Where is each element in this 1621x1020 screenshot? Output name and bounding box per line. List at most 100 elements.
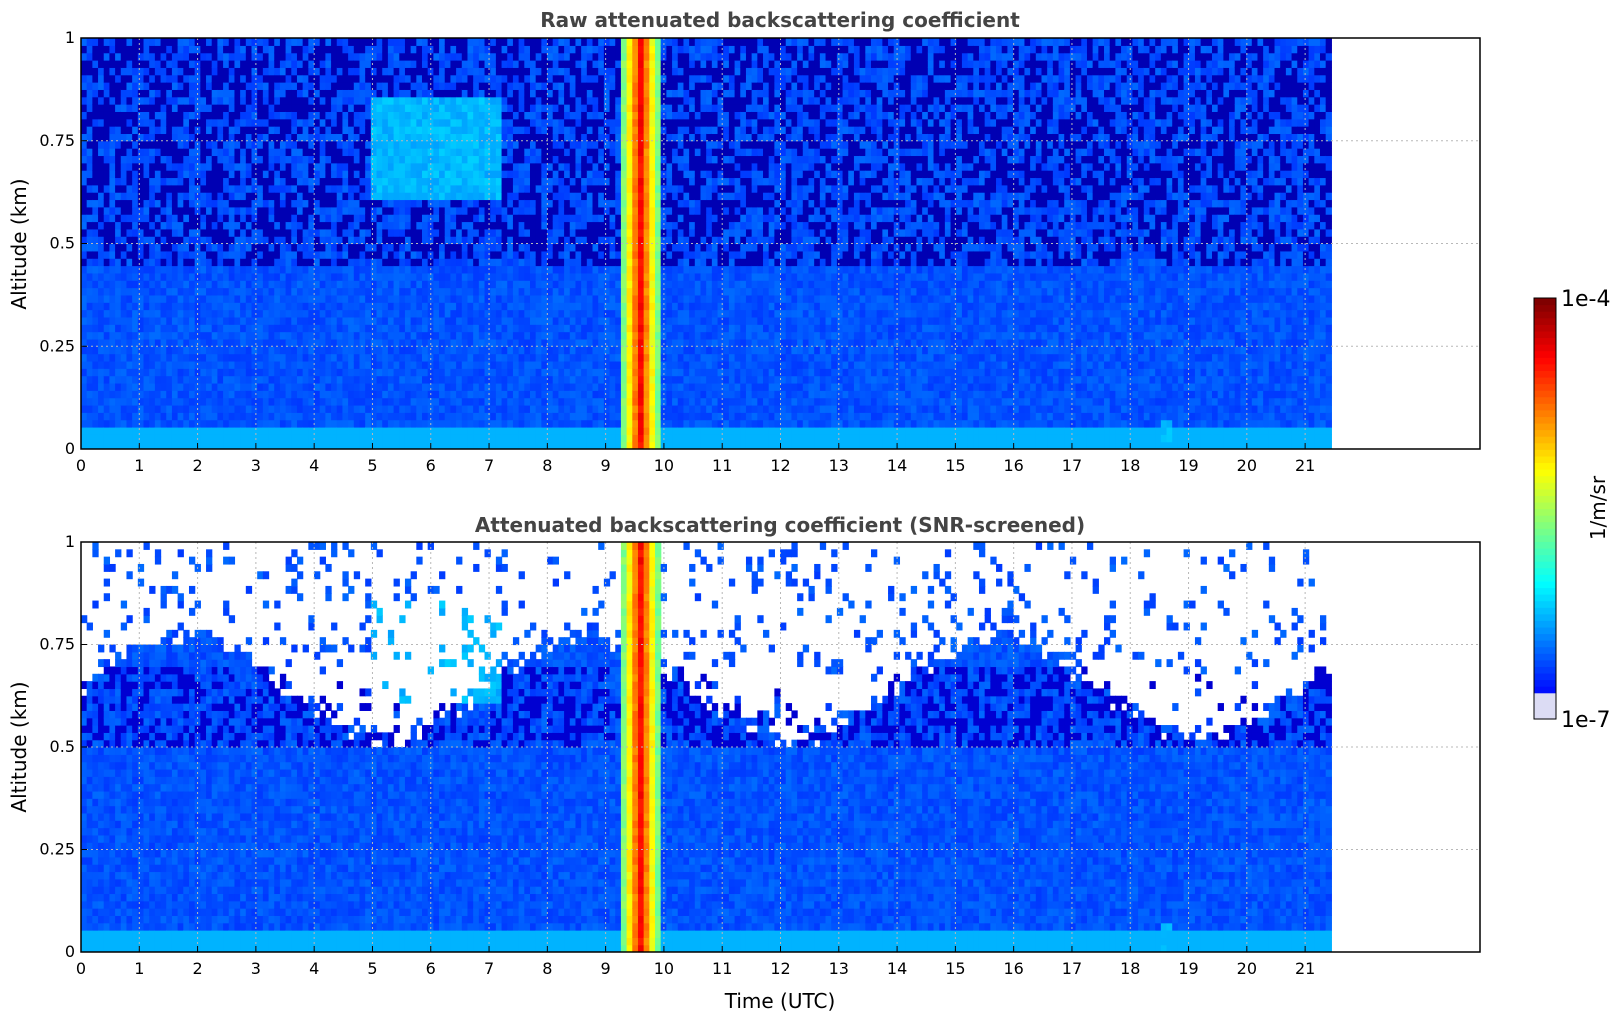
heatmap-cell [211,214,219,223]
heatmap-cell [365,375,372,384]
heatmap-cell [387,67,395,76]
heatmap-cell [126,331,133,340]
heatmap-cell [149,280,156,289]
heatmap-cell [206,250,213,259]
heatmap-cell [149,199,156,208]
heatmap-cell [495,96,503,105]
heatmap-cell [450,236,457,245]
heatmap-cell [171,250,179,259]
heatmap-cell [206,148,213,157]
heatmap-cell [376,170,383,179]
heatmap-cell [376,441,383,449]
heatmap-cell [501,206,508,215]
heatmap-cell [336,140,344,149]
heatmap-cell [109,177,116,186]
heatmap-cell [410,390,417,399]
heatmap-cell [467,360,474,369]
heatmap-cell [581,302,588,311]
heatmap-cell [410,258,417,267]
heatmap-cell [529,162,537,171]
heatmap-cell [109,324,116,333]
heatmap-cell [410,155,417,164]
heatmap-cell [490,397,497,406]
heatmap-cell [319,375,326,384]
heatmap-cell [365,412,372,421]
heatmap-cell [240,111,247,120]
heatmap-cell [160,390,167,399]
heatmap-cell [461,338,469,347]
heatmap-cell [501,89,508,98]
heatmap-cell [228,375,236,384]
heatmap-cell [279,434,287,443]
heatmap-cell [143,221,150,230]
heatmap-cell [422,390,429,399]
heatmap-cell [228,412,236,421]
heatmap-cell [109,309,116,318]
heatmap-cell [547,118,554,127]
heatmap-cell [586,397,594,406]
heatmap-cell [262,434,270,443]
heatmap-cell [166,206,173,215]
heatmap-cell [149,265,156,274]
heatmap-cell [336,441,344,449]
heatmap-cell [535,140,542,149]
heatmap-cell [387,419,395,428]
heatmap-cell [382,133,389,142]
heatmap-cell [211,133,219,142]
heatmap-cell [223,192,230,201]
heatmap-cell [404,360,412,369]
heatmap-cell [126,133,133,142]
heatmap-cell [467,382,474,391]
heatmap-cell [223,434,230,443]
heatmap-cell [291,419,298,428]
heatmap-cell [552,309,560,318]
heatmap-cell [512,309,520,318]
heatmap-cell [376,45,383,54]
heatmap-cell [495,353,503,362]
heatmap-cell [279,52,287,61]
heatmap-cell [495,89,503,98]
heatmap-cell [365,243,372,252]
heatmap-cell [456,74,463,83]
heatmap-cell [501,272,508,281]
heatmap-cell [387,302,395,311]
heatmap-cell [302,60,309,68]
heatmap-cell [433,294,440,303]
heatmap-cell [331,162,338,171]
heatmap-cell [308,426,315,435]
heatmap-cell [547,96,554,105]
heatmap-cell [211,346,219,355]
heatmap-cell [393,375,400,384]
heatmap-cell [126,404,133,413]
heatmap-cell [399,45,406,54]
heatmap-cell [86,214,93,223]
heatmap-cell [399,368,406,377]
heatmap-cell [382,192,389,201]
heatmap-cell [518,96,525,105]
heatmap-cell [552,368,560,377]
heatmap-cell [331,302,338,311]
heatmap-cell [336,272,344,281]
heatmap-cell [370,382,378,391]
heatmap-cell [569,419,577,428]
heatmap-cell [120,38,128,46]
heatmap-cell [143,162,150,171]
heatmap-cell [467,368,474,377]
heatmap-cell [160,38,167,46]
heatmap-cell [223,382,230,391]
heatmap-cell [541,206,548,215]
heatmap-cell [296,184,304,193]
heatmap-cell [81,265,88,274]
heatmap-cell [529,118,537,127]
heatmap-cell [564,148,571,157]
heatmap-cell [404,170,412,179]
heatmap-cell [569,331,577,340]
heatmap-cell [143,228,150,237]
heatmap-cell [200,126,207,135]
heatmap-cell [393,170,400,179]
heatmap-cell [331,140,338,149]
heatmap-cell [370,243,378,252]
heatmap-cell [393,419,400,428]
heatmap-cell [365,192,372,201]
heatmap-cell [331,184,338,193]
